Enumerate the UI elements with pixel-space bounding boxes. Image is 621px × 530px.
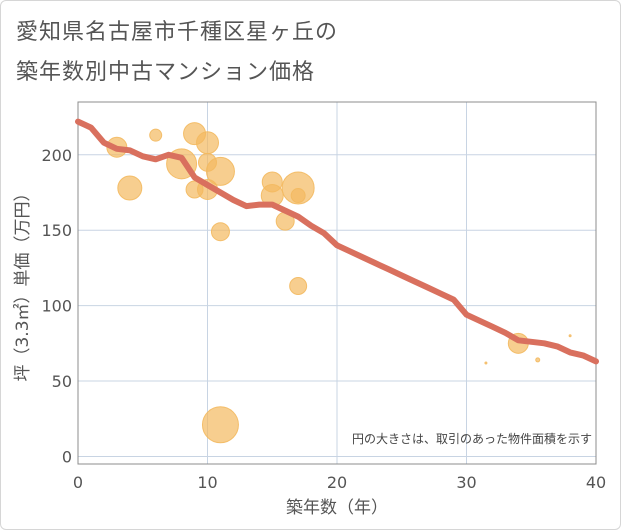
- data-bubble: [117, 175, 143, 201]
- plot-frame: [77, 101, 597, 465]
- y-axis-label: 坪（3.3㎡）単価（万円）: [13, 184, 33, 381]
- data-bubble: [201, 406, 239, 444]
- data-bubble: [281, 171, 315, 205]
- trend-line: [75, 118, 599, 365]
- x-tick-label: 10: [197, 473, 217, 492]
- x-axis-label: 築年数（年）: [286, 498, 388, 518]
- data-bubble: [210, 222, 230, 242]
- y-tick-label: 150: [41, 221, 72, 240]
- y-tick-label: 50: [52, 372, 72, 391]
- data-bubble: [149, 128, 163, 142]
- x-tick-label: 40: [586, 473, 606, 492]
- data-bubble: [289, 277, 308, 296]
- x-tick-label: 30: [456, 473, 476, 492]
- chart-title-line2: 築年数別中古マンション価格: [16, 60, 316, 85]
- x-tick-labels: 0 10 20 30 40: [73, 473, 606, 492]
- data-bubble: [196, 131, 219, 155]
- y-tick-label: 0: [62, 447, 72, 466]
- x-tick-label: 0: [73, 473, 83, 492]
- bubble-series: [106, 122, 572, 444]
- y-tick-labels: 0 50 100 150 200: [41, 146, 72, 467]
- data-bubble: [205, 156, 235, 186]
- x-tick-label: 20: [327, 473, 347, 492]
- size-annotation: 円の大きさは、取引のあった物件面積を示す: [352, 431, 592, 446]
- data-bubble: [290, 188, 306, 204]
- chart-title-line1: 愛知県名古屋市千種区星ヶ丘の: [16, 20, 339, 45]
- y-tick-label: 100: [41, 297, 72, 316]
- data-bubble: [568, 334, 572, 338]
- data-bubble: [535, 357, 541, 363]
- y-tick-label: 200: [41, 146, 72, 165]
- data-bubble: [484, 361, 488, 365]
